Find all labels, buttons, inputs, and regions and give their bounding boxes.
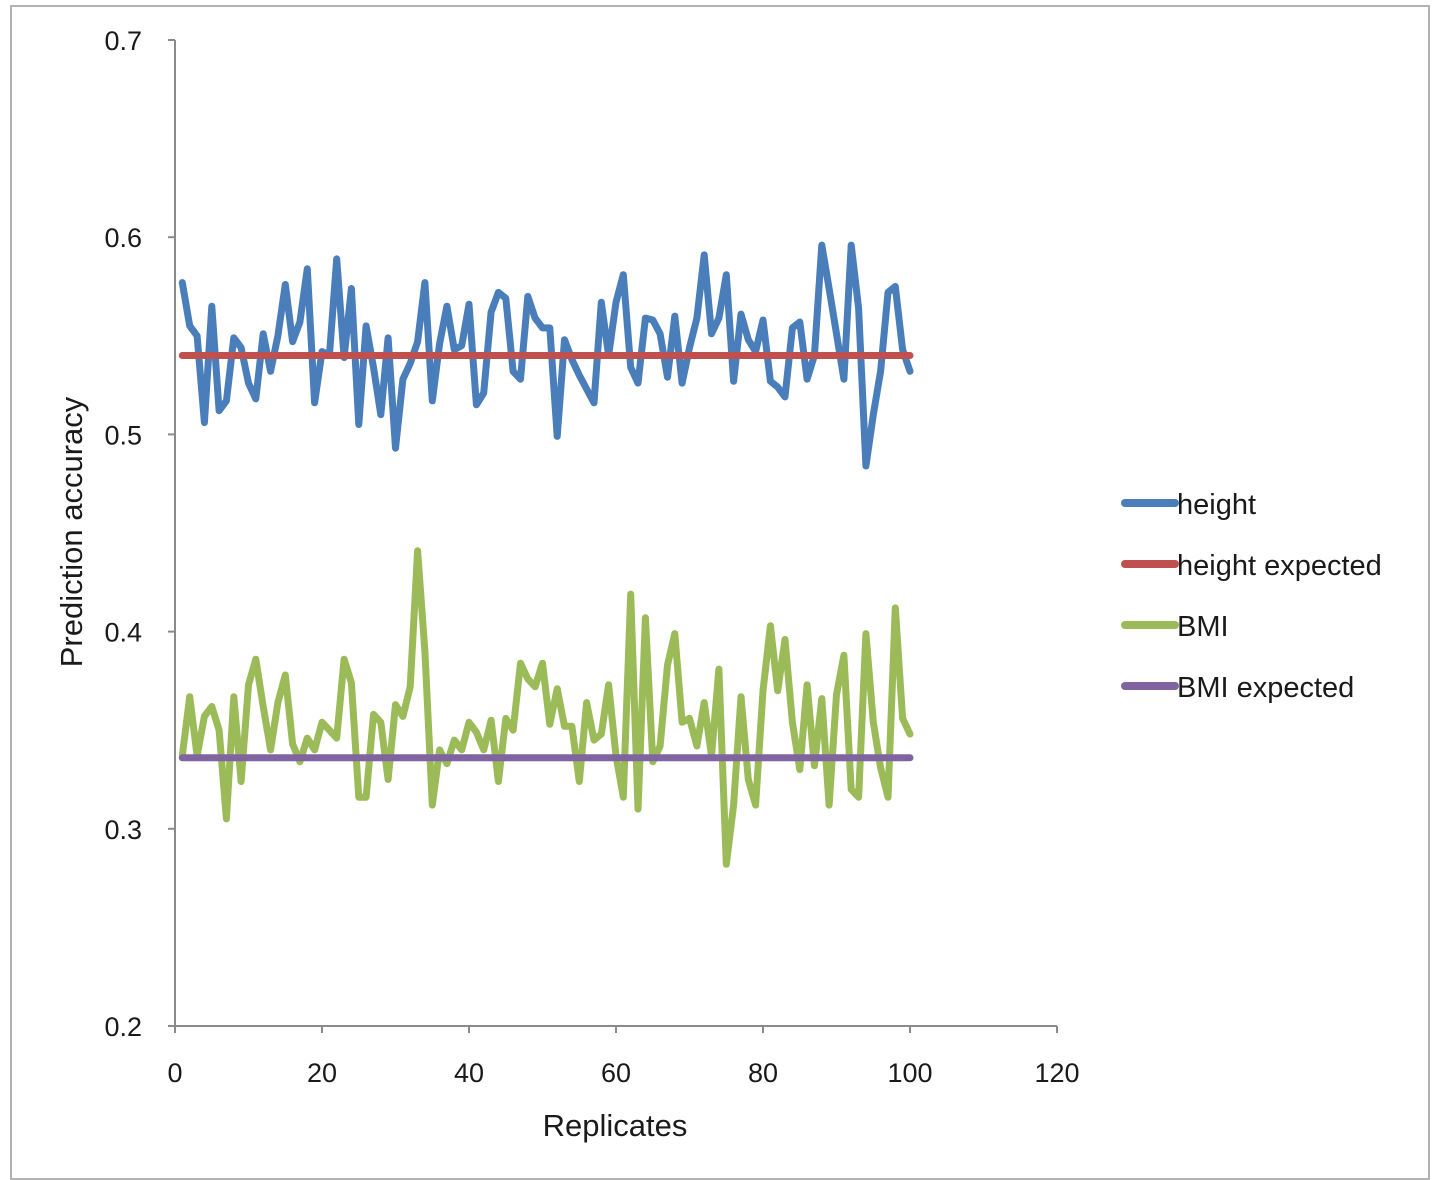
legend-label: height	[1177, 489, 1256, 521]
x-tick-label: 120	[1034, 1058, 1079, 1088]
x-tick-label: 0	[167, 1058, 182, 1088]
y-tick-label: 0.5	[104, 420, 142, 450]
y-tick-label: 0.4	[104, 618, 142, 648]
legend: height height expected BMI BMI expected	[1121, 489, 1382, 704]
legend-label: BMI	[1177, 611, 1229, 643]
series-line-bmi	[178, 547, 914, 868]
y-axis-ticks: 0.2 0.3 0.4 0.5 0.6 0.7	[104, 26, 175, 1042]
x-tick-label: 40	[454, 1058, 484, 1088]
x-tick-label: 20	[307, 1058, 337, 1088]
series-layer	[178, 241, 914, 868]
y-tick-label: 0.7	[104, 26, 142, 56]
axes	[174, 40, 1057, 1027]
x-axis-ticks: 0 20 40 60 80 100 120	[167, 1026, 1080, 1088]
y-axis-title: Prediction accuracy	[54, 396, 89, 667]
y-tick-label: 0.2	[104, 1012, 142, 1042]
series-line-height	[178, 241, 914, 470]
y-tick-label: 0.3	[104, 815, 142, 845]
x-axis-title: Replicates	[543, 1108, 688, 1143]
x-tick-label: 60	[601, 1058, 631, 1088]
chart-frame	[10, 5, 1430, 1180]
legend-label: BMI expected	[1177, 672, 1354, 704]
x-tick-label: 80	[748, 1058, 778, 1088]
x-tick-label: 100	[887, 1058, 932, 1088]
legend-label: height expected	[1177, 550, 1382, 582]
y-tick-label: 0.6	[104, 223, 142, 253]
